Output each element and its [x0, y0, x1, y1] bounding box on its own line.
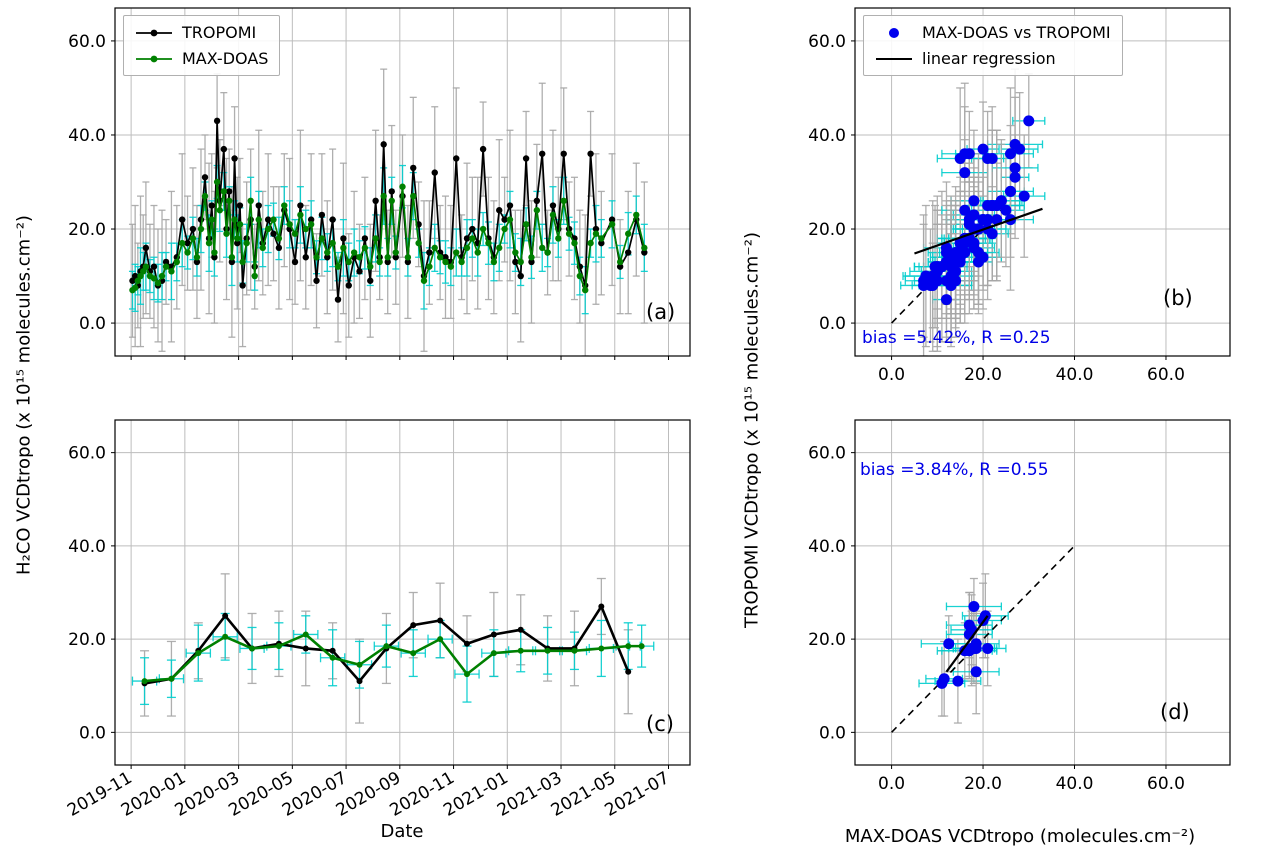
panel-d-plot: 0.0 20.0 40.0 60.0 0.0 20.0 40.0 60.0 — [808, 419, 1231, 794]
max-doas-line — [144, 632, 642, 683]
svg-text:40.0: 40.0 — [1056, 365, 1094, 385]
svg-text:20.0: 20.0 — [808, 630, 846, 650]
legend-panel-b: MAX-DOAS vs TROPOMI linear regression — [863, 15, 1123, 76]
svg-text:20.0: 20.0 — [68, 630, 106, 650]
svg-text:0.0: 0.0 — [878, 365, 905, 385]
svg-text:40.0: 40.0 — [808, 537, 846, 557]
x-axis-label-date: Date — [380, 821, 424, 842]
tropomi-line-swatch — [136, 29, 172, 36]
svg-text:60.0: 60.0 — [68, 444, 106, 464]
legend-label-scatter: MAX-DOAS vs TROPOMI — [922, 23, 1111, 42]
regression-line — [914, 207, 1043, 255]
legend-item-regression: linear regression — [875, 49, 1111, 68]
max-doas-line — [131, 181, 646, 291]
panel-b-plot: 0.0 20.0 40.0 60.0 0.0 20.0 40.0 60.0 — [808, 7, 1231, 385]
svg-text:60.0: 60.0 — [68, 32, 106, 52]
svg-text:60.0: 60.0 — [808, 444, 846, 464]
x-axis-label-maxdoas: MAX-DOAS VCDtropo (molecules.cm⁻²) — [844, 826, 1196, 847]
legend-panel-a: TROPOMI MAX-DOAS — [123, 15, 281, 76]
panel-a-plot: 0.0 20.0 40.0 60.0 — [68, 7, 691, 360]
svg-text:40.0: 40.0 — [1056, 774, 1094, 794]
panel-label-c: (c) — [646, 712, 674, 736]
legend-label-maxdoas: MAX-DOAS — [182, 49, 269, 68]
regression-line — [945, 615, 989, 673]
maxdoas-line-swatch — [136, 55, 172, 62]
panel-label-b: (b) — [1163, 286, 1193, 310]
svg-text:0.0: 0.0 — [819, 314, 846, 334]
svg-text:60.0: 60.0 — [1147, 365, 1185, 385]
tick-labels: 0.0 20.0 40.0 60.0 0.0 20.0 40.0 60.0 — [808, 444, 1185, 794]
bias-annotation-d: bias =3.84%, R =0.55 — [860, 460, 1049, 480]
legend-item-scatter: MAX-DOAS vs TROPOMI — [875, 23, 1111, 42]
legend-label-tropomi: TROPOMI — [182, 23, 257, 42]
legend-item-tropomi: TROPOMI — [135, 23, 268, 42]
svg-text:0.0: 0.0 — [878, 774, 905, 794]
tick-labels: 2019-112020-012020-032020-052020-072020-… — [64, 444, 673, 821]
regression-line-swatch — [876, 57, 912, 60]
axes-frame — [114, 419, 691, 766]
tick-labels: 0.0 20.0 40.0 60.0 0.0 20.0 40.0 60.0 — [808, 32, 1185, 385]
legend-label-regression: linear regression — [922, 49, 1056, 68]
svg-text:20.0: 20.0 — [68, 220, 106, 240]
panel-label-a: (a) — [646, 300, 676, 324]
svg-text:0.0: 0.0 — [79, 314, 106, 334]
svg-text:20.0: 20.0 — [964, 774, 1002, 794]
svg-text:60.0: 60.0 — [1147, 774, 1185, 794]
axes-frame — [854, 7, 1231, 357]
svg-text:40.0: 40.0 — [68, 126, 106, 146]
svg-text:20.0: 20.0 — [808, 220, 846, 240]
svg-text:20.0: 20.0 — [964, 365, 1002, 385]
identity-line — [891, 545, 1076, 733]
data-layer — [131, 573, 655, 724]
data-layer — [128, 68, 648, 356]
y-axis-label-right: TROPOMI VCDtropo (x 10¹⁵ molecules.cm⁻²) — [741, 232, 763, 628]
svg-text:60.0: 60.0 — [808, 32, 846, 52]
legend-item-maxdoas: MAX-DOAS — [135, 49, 268, 68]
svg-text:40.0: 40.0 — [808, 126, 846, 146]
gridlines — [115, 420, 690, 765]
data-layer — [891, 68, 1046, 356]
svg-text:0.0: 0.0 — [819, 723, 846, 743]
panel-label-d: (d) — [1160, 700, 1190, 724]
y-axis-label-left: H₂CO VCDtropo (x 10¹⁵ molecules.cm⁻²) — [13, 215, 35, 575]
bias-annotation-b: bias =5.42%, R =0.25 — [862, 328, 1051, 348]
tick-labels: 0.0 20.0 40.0 60.0 — [68, 32, 670, 360]
data-layer — [891, 545, 1076, 733]
svg-text:40.0: 40.0 — [68, 537, 106, 557]
scatter-dot-swatch — [889, 27, 899, 38]
axes-frame — [854, 419, 1231, 766]
svg-text:0.0: 0.0 — [79, 723, 106, 743]
panel-c-plot: 2019-112020-012020-032020-052020-072020-… — [64, 419, 691, 821]
axes-frame — [114, 7, 691, 357]
